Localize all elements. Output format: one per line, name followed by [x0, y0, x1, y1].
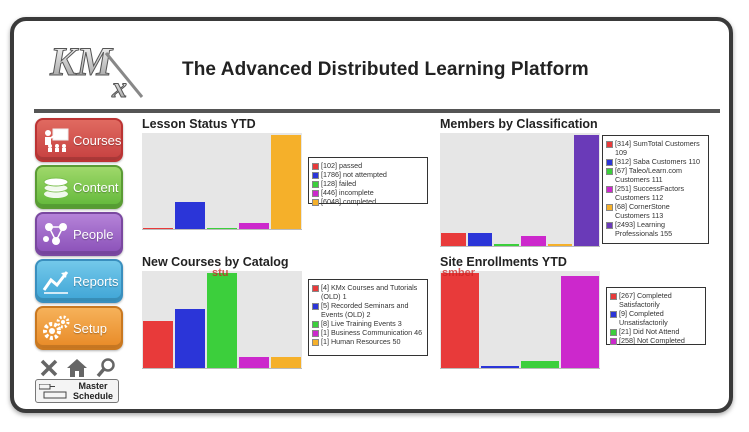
- members-legend: [314] SumTotal Customers 109 [312] Saba …: [602, 135, 709, 244]
- legend-item: [4] KMx Courses and Tutorials (OLD) 1: [312, 283, 424, 301]
- legend-item: [258] Not Completed: [610, 336, 702, 345]
- legend-item: [9] Completed Unsatisfactorily: [610, 309, 702, 327]
- legend-item: [446] incomplete: [312, 188, 424, 197]
- svg-text:KM: KM: [49, 39, 114, 84]
- members-panel: Members by Classification [314] SumTotal…: [436, 117, 716, 251]
- legend-item: [128] failed: [312, 179, 424, 188]
- legend-item: [102] passed: [312, 161, 424, 170]
- tool-icons: [35, 358, 125, 380]
- bar-not-attempted: [175, 201, 205, 230]
- x-axis-line: [142, 229, 302, 230]
- close-icon[interactable]: [39, 358, 59, 378]
- bar-sumtotal-customers-109: [441, 232, 466, 247]
- members-title: Members by Classification: [440, 117, 598, 131]
- search-icon[interactable]: [95, 358, 117, 378]
- bar-did-not-attend: [521, 361, 559, 369]
- bar-completed-satisfactorily: [441, 273, 479, 369]
- courses-label: Courses: [73, 132, 122, 148]
- lesson-status-panel: Lesson Status YTD [102] passed [1786] no…: [138, 117, 432, 251]
- site-enrollments-legend: [267] Completed Satisfactorily [9] Compl…: [606, 287, 706, 345]
- reports-button[interactable]: Reports: [35, 259, 123, 303]
- x-axis-line: [142, 368, 302, 369]
- site-enrollments-chart: [440, 271, 600, 369]
- legend-item: [1786] not attempted: [312, 170, 424, 179]
- home-icon[interactable]: [66, 358, 88, 378]
- bar-cornerstone-customers-113: [547, 243, 573, 247]
- classroom-icon: [45, 128, 69, 152]
- bar-learning-professionals-155: [574, 135, 599, 247]
- legend-item: [21] Did Not Attend: [610, 327, 702, 336]
- members-chart: [440, 133, 600, 247]
- chart-overlay-text: stu: [212, 267, 229, 279]
- legend-item: [6048] completed: [312, 197, 424, 206]
- setup-label: Setup: [73, 320, 107, 336]
- lesson-status-legend: [102] passed [1786] not attempted [128] …: [308, 157, 428, 206]
- lesson-status-title: Lesson Status YTD: [142, 117, 256, 131]
- header-divider: [34, 109, 720, 113]
- bar-completed-unsatisfactorily: [481, 365, 519, 369]
- page-title: The Advanced Distributed Learning Platfo…: [182, 59, 589, 80]
- bar-completed: [271, 135, 301, 230]
- site-enrollments-title: Site Enrollments YTD: [440, 255, 567, 269]
- people-label: People: [73, 226, 114, 242]
- new-courses-chart: [142, 271, 302, 369]
- legend-item: [251] SuccessFactors Customers 112: [606, 184, 705, 202]
- bar-taleo-learn-com-customers-111: [494, 244, 519, 247]
- master-schedule-button[interactable]: Master Schedule: [35, 379, 119, 403]
- bar-kmx-courses-and-tutorials-old-1: [143, 321, 173, 369]
- gears-icon: [43, 315, 70, 340]
- x-axis-line: [440, 368, 600, 369]
- bar-business-communication-46: [239, 357, 269, 369]
- legend-item: [68] CornerStone Customers 113: [606, 202, 705, 220]
- lesson-status-chart: [142, 133, 302, 230]
- bar-not-completed: [561, 276, 599, 369]
- schedule-icon: [39, 384, 67, 399]
- svg-text:x: x: [111, 71, 127, 101]
- bar-incomplete: [239, 223, 269, 230]
- legend-item: [267] Completed Satisfactorily: [610, 291, 702, 309]
- trend-chart-icon: [42, 271, 69, 294]
- legend-item: [5] Recorded Seminars and Events (OLD) 2: [312, 301, 424, 319]
- new-courses-legend: [4] KMx Courses and Tutorials (OLD) 1 [5…: [308, 279, 428, 356]
- x-axis-line: [440, 246, 600, 247]
- legend-item: [312] Saba Customers 110: [606, 157, 705, 166]
- setup-button[interactable]: Setup: [35, 306, 123, 350]
- courses-button[interactable]: Courses: [35, 118, 123, 162]
- kmx-logo: KM x: [44, 35, 154, 105]
- reports-label: Reports: [73, 273, 119, 289]
- content-button[interactable]: Content: [35, 165, 123, 209]
- new-courses-title: New Courses by Catalog: [142, 255, 289, 269]
- master-schedule-label: Master Schedule: [72, 381, 113, 401]
- bar-live-training-events-3: [207, 273, 237, 369]
- app-window: KM x The Advanced Distributed Learning P…: [10, 17, 733, 413]
- site-enrollments-panel: Site Enrollments YTD smber [267] Complet…: [436, 255, 716, 375]
- legend-item: [67] Taleo/Learn.com Customers 111: [606, 166, 705, 184]
- bar-saba-customers-110: [467, 232, 493, 247]
- legend-item: [314] SumTotal Customers 109: [606, 139, 705, 157]
- bar-human-resources-50: [271, 357, 301, 369]
- people-button[interactable]: People: [35, 212, 123, 256]
- new-courses-panel: New Courses by Catalog stu [4] KMx Cours…: [138, 255, 432, 375]
- legend-item: [1] Human Resources 50: [312, 337, 424, 346]
- book-stack-icon: [43, 177, 69, 198]
- legend-item: [1] Business Communication 46: [312, 328, 424, 337]
- legend-item: [8] Live Training Events 3: [312, 319, 424, 328]
- legend-item: [2493] Learning Professionals 155: [606, 220, 705, 238]
- bar-recorded-seminars-and-events-old-2: [175, 309, 205, 369]
- bar-successfactors-customers-112: [521, 235, 546, 247]
- chart-overlay-text: smber: [442, 267, 476, 279]
- content-label: Content: [73, 179, 119, 195]
- people-network-icon: [43, 223, 67, 245]
